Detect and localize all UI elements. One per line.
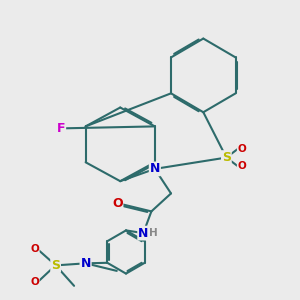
Text: O: O [238, 161, 246, 171]
Text: N: N [80, 257, 91, 270]
Text: O: O [112, 197, 122, 210]
Text: O: O [30, 244, 39, 254]
Text: O: O [238, 144, 246, 154]
Text: S: S [222, 151, 231, 164]
Text: N: N [138, 226, 148, 240]
Text: F: F [57, 122, 65, 135]
Text: O: O [30, 277, 39, 287]
Text: S: S [51, 259, 60, 272]
Text: N: N [150, 162, 160, 176]
Text: H: H [148, 228, 157, 238]
